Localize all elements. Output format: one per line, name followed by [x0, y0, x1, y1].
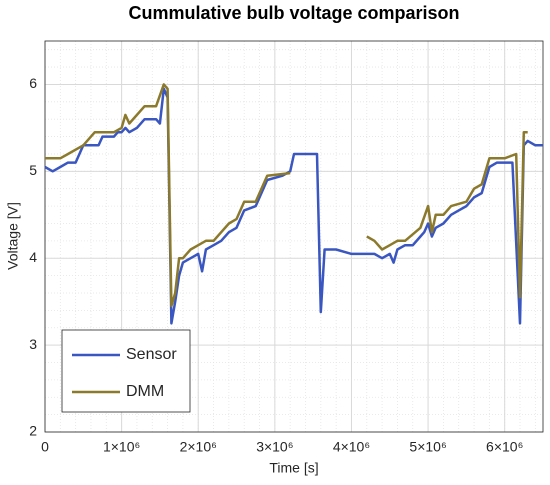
plot-frame — [44, 40, 544, 433]
chart-title: Cummulative bulb voltage comparison — [128, 3, 459, 23]
y-tick-label: 3 — [29, 336, 37, 352]
y-tick-label: 6 — [29, 75, 37, 91]
x-tick-label: 6×10⁶ — [486, 439, 523, 455]
y-axis-label: Voltage [V] — [5, 202, 21, 270]
x-tick-label: 2×10⁶ — [180, 439, 217, 455]
x-tick-label: 3×10⁶ — [256, 439, 293, 455]
x-tick-label: 0 — [41, 439, 49, 455]
y-tick-label: 4 — [29, 249, 37, 265]
legend-label: DMM — [126, 383, 164, 400]
x-tick-label: 1×10⁶ — [103, 439, 140, 455]
x-tick-label: 5×10⁶ — [409, 439, 446, 455]
legend-label: Sensor — [126, 346, 177, 363]
legend: Sensor DMM — [61, 329, 191, 413]
y-tick-label: 2 — [29, 423, 37, 439]
series-line — [45, 83, 528, 308]
legend-box — [61, 329, 191, 413]
x-axis-label: Time [s] — [269, 460, 318, 476]
y-tick-label: 5 — [29, 162, 37, 178]
x-tick-label: 4×10⁶ — [333, 439, 370, 455]
